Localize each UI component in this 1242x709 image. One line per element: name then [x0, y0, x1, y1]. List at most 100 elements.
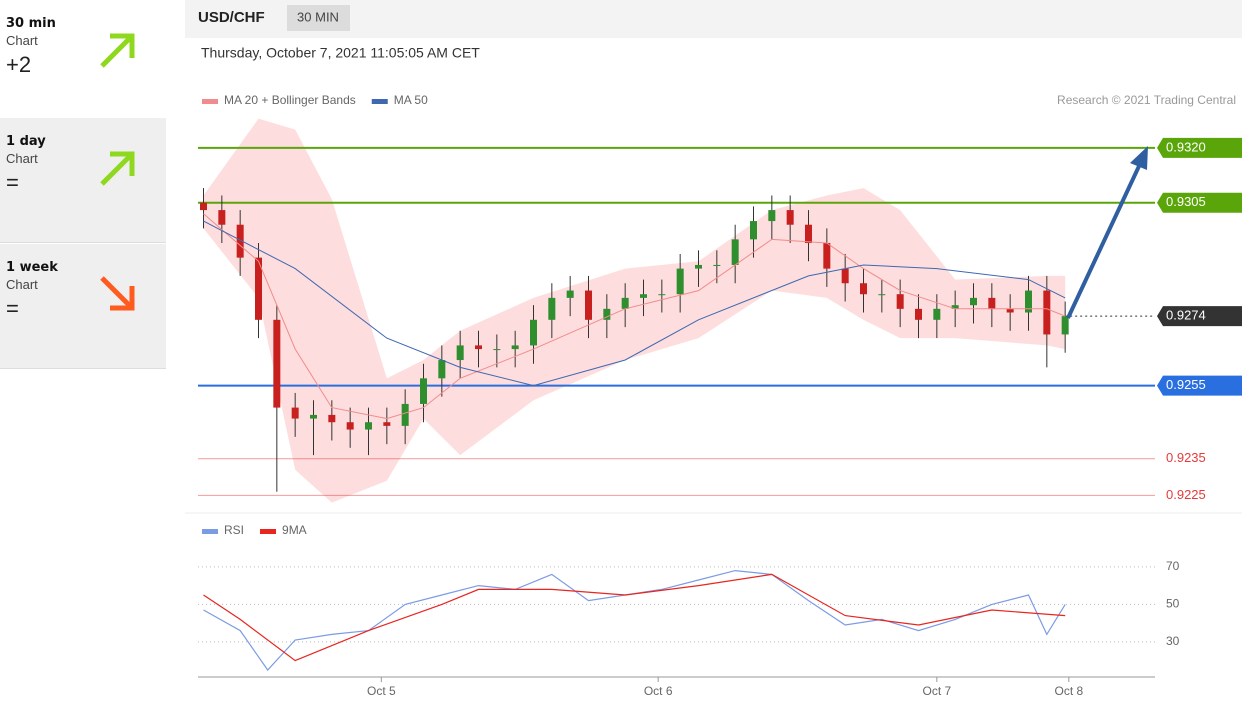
candle-body	[328, 414, 336, 423]
copyright: Research © 2021 Trading Central	[1057, 93, 1236, 107]
candle-body	[1025, 290, 1032, 313]
target-arrow	[1066, 146, 1148, 319]
signal: +2	[6, 52, 32, 77]
signal: =	[6, 296, 19, 321]
arrow-down-icon	[100, 276, 135, 311]
candle-body	[218, 210, 226, 225]
level-tag	[1157, 137, 1242, 158]
legend-label: MA 20 + Bollinger Bands	[224, 93, 356, 107]
candle-body	[310, 414, 317, 419]
signal-box[interactable]: 30 min Chart +2	[0, 0, 166, 125]
signal-box[interactable]: 1 week Chart =	[0, 244, 166, 369]
legend-swatch	[202, 99, 218, 104]
candle-body	[548, 297, 556, 320]
interval[interactable]: 30 MIN	[297, 9, 339, 24]
candle-body	[878, 294, 886, 296]
legend-label: MA 50	[394, 93, 428, 107]
candle-body	[1061, 316, 1069, 335]
legend-label: RSI	[224, 523, 244, 537]
level-tag	[1157, 192, 1242, 213]
level-label: 0.9274	[1166, 308, 1206, 323]
signal-box[interactable]: 1 day Chart =	[0, 118, 166, 243]
level-label: 0.9255	[1166, 377, 1206, 392]
candle-body	[731, 239, 739, 265]
header-bar	[185, 0, 1242, 38]
candle-body	[713, 264, 721, 266]
series-line	[203, 569, 1066, 671]
candle-body	[236, 224, 244, 258]
legend-label: 9MA	[282, 523, 307, 537]
candle-body	[273, 319, 281, 408]
candle-body	[603, 308, 611, 320]
legend-swatch	[202, 529, 218, 534]
candle-body	[951, 305, 959, 309]
candle-body	[988, 297, 996, 309]
candle-body	[420, 378, 427, 404]
candle-body	[511, 345, 519, 350]
candle-body	[658, 294, 666, 296]
x-tick-label: Oct 8	[1054, 684, 1083, 698]
candle-body	[841, 268, 849, 284]
legend-swatch	[371, 99, 388, 104]
period: 1 week	[6, 260, 58, 275]
level-label: 0.9305	[1166, 194, 1206, 209]
candle-body	[823, 243, 831, 269]
period: 1 day	[6, 134, 46, 149]
candle-body	[493, 349, 501, 351]
candle-body	[640, 294, 647, 298]
sidebar: 30 min Chart +2 1 day Chart = 1 week Cha…	[0, 0, 166, 709]
candle-body	[1006, 308, 1014, 313]
arrow-up-icon	[100, 151, 135, 186]
chart-label: Chart	[6, 277, 38, 292]
x-tick-label: Oct 7	[922, 684, 951, 698]
signal: =	[6, 170, 19, 195]
ma-line	[203, 213, 1066, 420]
candle-body	[456, 345, 464, 361]
level-label: 0.9235	[1166, 450, 1206, 465]
candle-body	[438, 360, 446, 379]
candle-body	[530, 319, 537, 346]
candle-body	[475, 345, 482, 350]
x-tick-label: Oct 5	[367, 684, 396, 698]
chart-label: Chart	[6, 33, 38, 48]
period: 30 min	[6, 16, 56, 31]
y-tick-label: 30	[1166, 634, 1180, 648]
candle-body	[255, 257, 262, 320]
x-tick-label: Oct 6	[644, 684, 673, 698]
candle-body	[383, 422, 391, 426]
candle-body	[1043, 290, 1051, 335]
candle-body	[695, 264, 702, 269]
candle-body	[933, 308, 941, 320]
candle-body	[750, 221, 757, 240]
candle-body	[621, 297, 629, 309]
candle-body	[970, 297, 977, 306]
candle-body	[566, 290, 574, 298]
candle-body	[676, 268, 684, 295]
timestamp: Thursday, October 7, 2021 11:05:05 AM CE…	[201, 45, 480, 61]
symbol: USD/CHF	[198, 9, 265, 26]
y-tick-label: 50	[1166, 597, 1180, 611]
ma-line	[203, 220, 1066, 387]
level-label: 0.9225	[1166, 487, 1206, 502]
series-line	[203, 573, 1066, 662]
bollinger-band	[203, 118, 1066, 503]
arrow-up-icon	[100, 33, 135, 68]
chart-label: Chart	[6, 151, 38, 166]
candle-body	[200, 202, 207, 211]
candle-body	[291, 407, 299, 419]
candle-body	[860, 283, 867, 295]
candle-body	[768, 210, 776, 222]
candle-body	[585, 290, 592, 320]
interval-box[interactable]	[287, 5, 350, 31]
candle-body	[365, 422, 372, 430]
legend-swatch	[260, 529, 277, 534]
y-tick-label: 70	[1166, 559, 1180, 573]
level-label: 0.9320	[1166, 139, 1206, 154]
candle-body	[786, 210, 794, 225]
candle-body	[401, 403, 409, 426]
level-tag	[1157, 306, 1242, 327]
candle-body	[346, 422, 354, 430]
candle-body	[805, 224, 812, 244]
